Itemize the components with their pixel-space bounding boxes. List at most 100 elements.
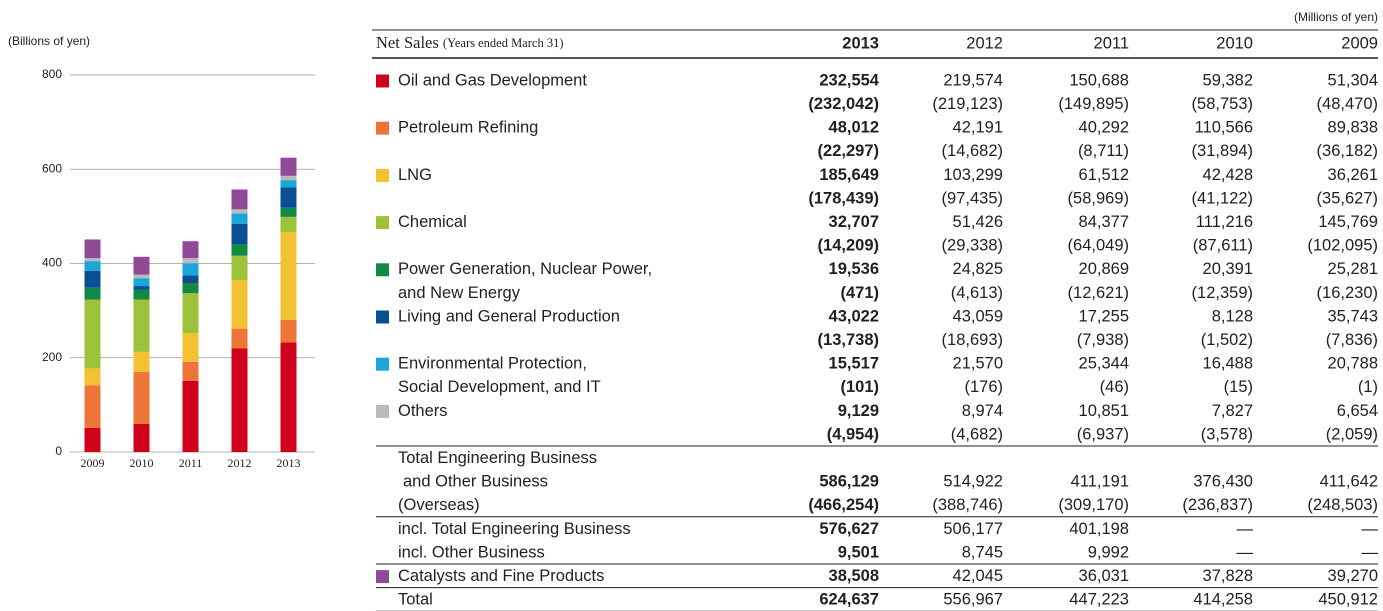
cell: 401,198 — [1069, 520, 1129, 538]
bar-segment — [84, 299, 101, 369]
cell: 9,129 — [838, 402, 879, 420]
bar-segment — [182, 263, 199, 276]
x-tick-label: 2012 — [228, 456, 252, 470]
cell: (6,937) — [1077, 425, 1129, 443]
legend-swatch — [376, 570, 389, 584]
cell: (13,738) — [818, 331, 879, 349]
bar-segment — [280, 216, 297, 233]
cell: 219,574 — [943, 71, 1003, 89]
cell: 111,216 — [1196, 213, 1253, 231]
cell: 376,430 — [1193, 473, 1253, 491]
cell: (18,693) — [942, 331, 1003, 349]
cell: (232,042) — [808, 95, 879, 113]
cell: 20,788 — [1328, 355, 1378, 373]
legend-swatch — [376, 74, 389, 88]
cell: (8,711) — [1078, 142, 1129, 160]
legend-swatch — [376, 357, 389, 371]
bar-segment — [84, 261, 101, 271]
bar-segment — [182, 380, 199, 452]
cell: (12,359) — [1192, 284, 1253, 302]
bar-segment — [231, 213, 248, 224]
y-tick-label: 400 — [42, 256, 62, 270]
cell: 38,508 — [829, 567, 879, 585]
cell: (176) — [964, 378, 1003, 396]
bar-segment — [182, 283, 199, 294]
cell: (7,836) — [1326, 331, 1378, 349]
cell: (4,613) — [951, 284, 1003, 302]
row-label: Catalysts and Fine Products — [398, 567, 604, 585]
cell: (58,969) — [1068, 189, 1129, 207]
cell: 42,428 — [1203, 166, 1253, 184]
cell: (3,578) — [1201, 425, 1253, 443]
cell: — — [1237, 543, 1254, 561]
cell: (41,122) — [1192, 189, 1253, 207]
cell: 48,012 — [829, 119, 879, 137]
cell: (35,627) — [1317, 189, 1378, 207]
legend-swatch — [376, 121, 389, 135]
cell: (29,338) — [942, 237, 1003, 255]
bar-segment — [280, 175, 297, 181]
cell: 6,654 — [1337, 402, 1378, 420]
cell: 450,912 — [1318, 591, 1378, 609]
cell: (14,682) — [942, 142, 1003, 160]
table-unit: (Millions of yen) — [1294, 10, 1378, 24]
cell: 51,426 — [953, 213, 1003, 231]
cell: 40,292 — [1079, 119, 1129, 137]
cell: 24,825 — [953, 260, 1003, 278]
cell: 21,570 — [953, 355, 1003, 373]
cell: (14,209) — [818, 237, 879, 255]
cell: (16,230) — [1317, 284, 1378, 302]
cell: 20,869 — [1079, 260, 1129, 278]
bar-segment — [231, 223, 248, 245]
bar-segment — [133, 286, 150, 290]
legend-swatch — [376, 404, 389, 418]
cell: 414,258 — [1193, 591, 1253, 609]
row-label: and Other Business — [403, 473, 548, 491]
cell: (1) — [1358, 378, 1378, 396]
bar-segment — [84, 239, 101, 258]
cell: 43,022 — [829, 307, 879, 325]
bar-segment — [182, 241, 199, 259]
cell: 9,501 — [838, 543, 879, 561]
row-label: Power Generation, Nuclear Power, — [398, 260, 652, 278]
cell: (178,439) — [808, 189, 879, 207]
cell: 8,745 — [962, 543, 1003, 561]
x-tick-label: 2010 — [130, 456, 154, 470]
row-label: Chemical — [398, 213, 467, 231]
cell: 110,566 — [1195, 119, 1253, 137]
cell: 32,707 — [829, 213, 879, 231]
title: Net Sales — [376, 33, 439, 52]
bar-segment — [84, 385, 101, 428]
cell: 145,769 — [1318, 213, 1378, 231]
bar-segment — [84, 287, 101, 300]
bar-segment — [133, 299, 150, 352]
table-title: Net Sales (Years ended March 31) — [376, 33, 563, 52]
cell: 35,743 — [1328, 307, 1378, 325]
cell: 37,828 — [1203, 567, 1253, 585]
bar-segment — [182, 361, 199, 381]
cell: 39,270 — [1328, 567, 1378, 585]
cell: — — [1362, 543, 1379, 561]
cell: 15,517 — [829, 355, 879, 373]
bar-segment — [182, 275, 199, 284]
row-label: LNG — [398, 166, 432, 184]
y-tick-label: 0 — [55, 444, 62, 458]
cell: 8,974 — [962, 402, 1003, 420]
row-label: Social Development, and IT — [398, 378, 601, 396]
row-label: Petroleum Refining — [398, 119, 538, 137]
cell: 36,261 — [1328, 166, 1378, 184]
bar-segment — [84, 257, 101, 262]
cell: 16,488 — [1203, 355, 1253, 373]
year-header: 2010 — [1216, 34, 1253, 52]
cell: (4,682) — [951, 425, 1003, 443]
cell: 42,045 — [953, 567, 1003, 585]
row-label: Total — [398, 591, 433, 609]
cell: (149,895) — [1058, 95, 1129, 113]
cell: 150,688 — [1069, 71, 1129, 89]
cell: 411,191 — [1071, 473, 1129, 491]
bar-segment — [133, 424, 150, 452]
row-label: incl. Total Engineering Business — [398, 520, 631, 538]
cell: (7,938) — [1077, 331, 1129, 349]
legend-swatch — [376, 216, 389, 230]
